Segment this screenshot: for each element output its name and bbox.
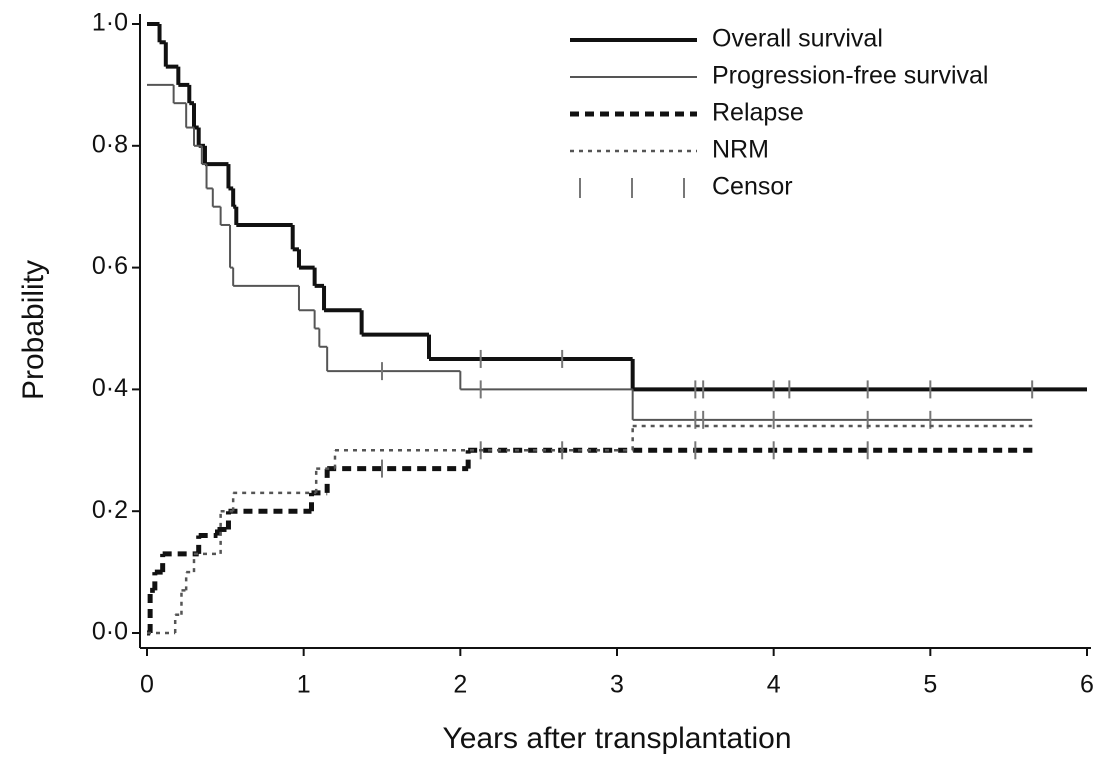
legend-label: NRM [712, 136, 769, 164]
y-tick-label: 0·0 [92, 618, 128, 646]
legend-label: Progression-free survival [712, 62, 989, 90]
y-tick-label: 0·2 [92, 496, 128, 524]
x-tick-label: 4 [767, 671, 781, 699]
legend-label: Relapse [712, 99, 804, 127]
x-tick-label: 6 [1080, 671, 1094, 699]
x-tick-label: 2 [453, 671, 467, 699]
x-tick-label: 5 [923, 671, 937, 699]
y-tick-label: 0·4 [92, 374, 128, 402]
y-tick-label: 0·6 [92, 252, 128, 280]
x-axis-title: Years after transplantation [442, 722, 791, 755]
y-tick-label: 0·8 [92, 130, 128, 158]
x-tick-label: 0 [140, 671, 154, 699]
y-tick-label: 1·0 [92, 9, 128, 37]
legend-label: Censor [712, 173, 793, 201]
x-tick-label: 1 [297, 671, 311, 699]
legend-label: Overall survival [712, 25, 883, 53]
y-axis-title: Probability [17, 260, 50, 400]
x-tick-label: 3 [610, 671, 624, 699]
